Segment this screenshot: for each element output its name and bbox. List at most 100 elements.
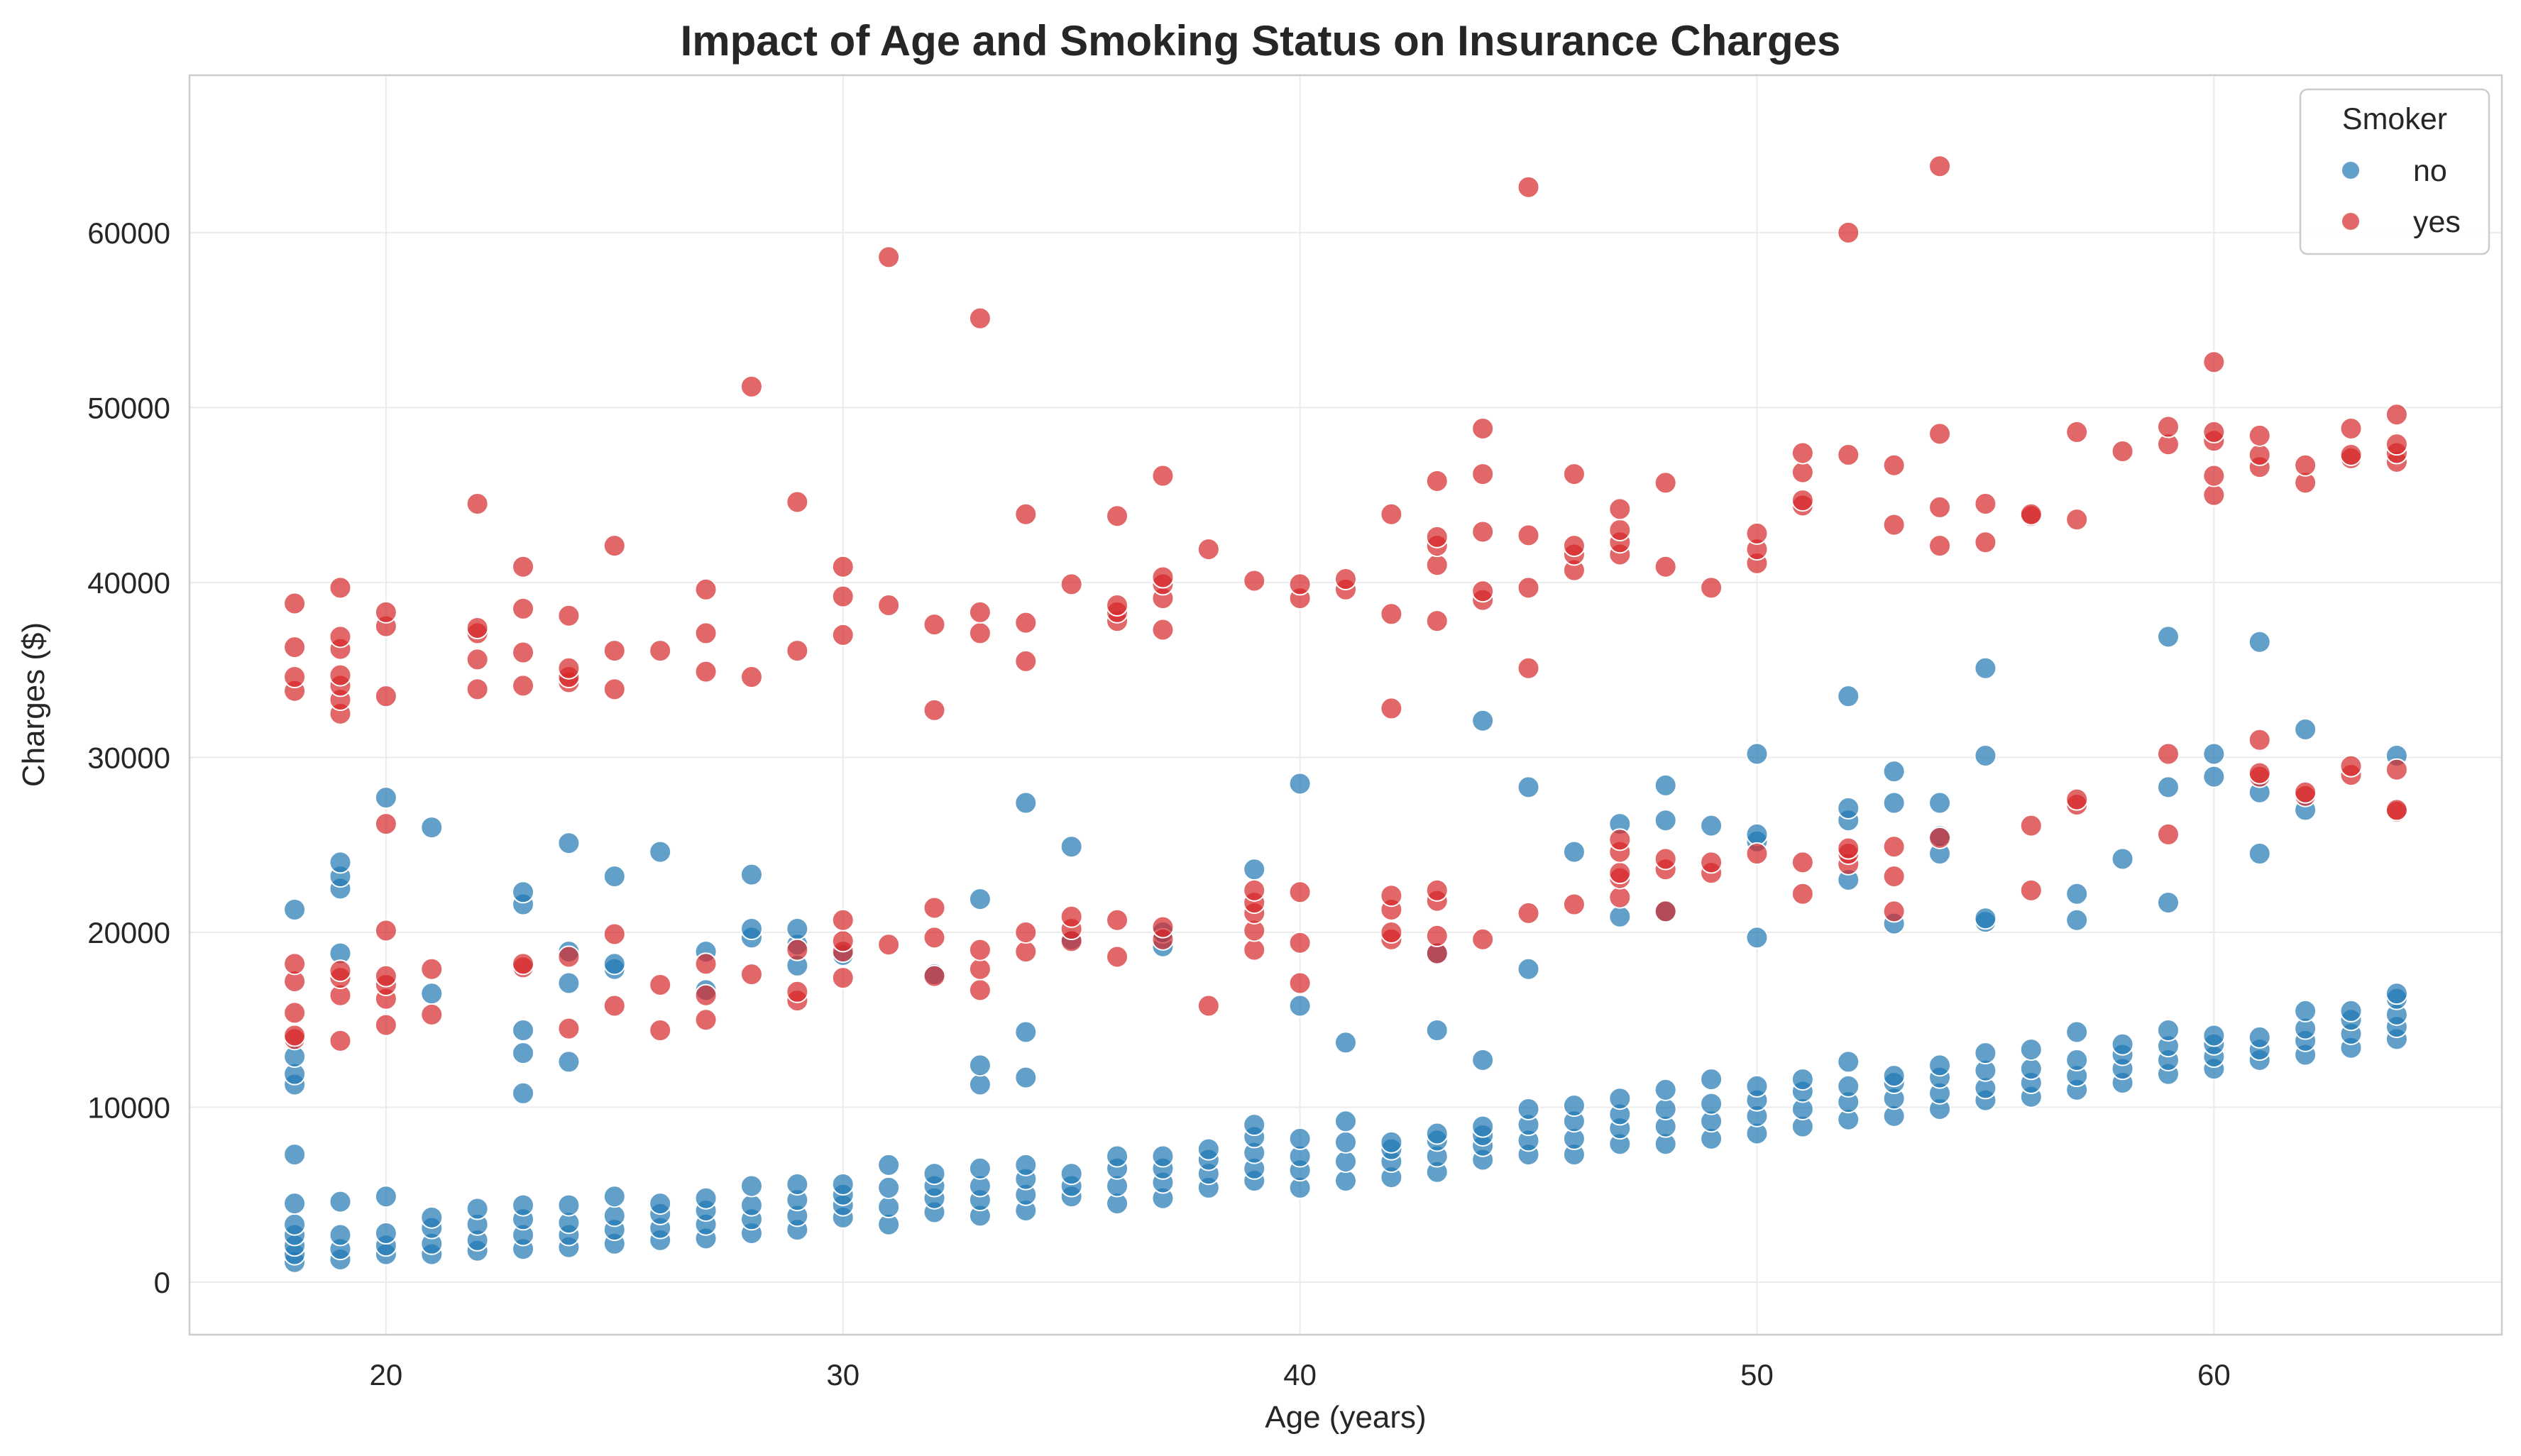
data-point — [1928, 791, 1952, 815]
data-point — [1654, 1097, 1677, 1120]
data-point — [1014, 502, 1038, 526]
data-point — [2156, 1019, 2180, 1042]
data-point — [968, 600, 992, 624]
data-point — [694, 660, 718, 683]
data-point — [2248, 761, 2271, 785]
data-point — [1654, 471, 1677, 495]
data-point — [1837, 796, 1860, 820]
data-point — [1654, 847, 1677, 871]
data-point — [1106, 1145, 1129, 1168]
data-point — [923, 613, 946, 636]
data-point — [1882, 1064, 1906, 1088]
data-point — [283, 1024, 307, 1047]
data-point — [1288, 881, 1312, 904]
data-point — [968, 957, 992, 981]
data-point — [1745, 742, 1769, 766]
data-point — [1882, 513, 1906, 536]
data-point — [740, 963, 763, 986]
data-point — [2248, 424, 2271, 447]
data-point — [1151, 566, 1175, 589]
data-point — [1471, 709, 1495, 732]
data-point — [2111, 440, 2134, 463]
data-point — [877, 593, 901, 617]
data-point — [2065, 1048, 2089, 1071]
data-point — [1654, 1078, 1677, 1101]
data-point — [1014, 649, 1038, 673]
data-point — [2248, 728, 2271, 751]
data-point — [1928, 534, 1952, 558]
data-point — [603, 922, 626, 946]
data-point — [1380, 697, 1403, 720]
data-point — [420, 1206, 444, 1229]
data-point — [2019, 1057, 2043, 1081]
data-point — [2202, 351, 2226, 374]
data-point — [1243, 1113, 1266, 1137]
data-point — [1106, 593, 1129, 617]
data-point — [1882, 865, 1906, 888]
data-point — [831, 930, 855, 953]
data-point — [1654, 555, 1677, 578]
data-point — [1837, 221, 1860, 244]
data-point — [603, 639, 626, 663]
data-point — [603, 1204, 626, 1228]
data-point — [1928, 826, 1952, 849]
data-point — [557, 1050, 581, 1074]
data-point — [831, 555, 855, 578]
data-point — [1425, 1122, 1449, 1145]
series-yes — [283, 155, 2408, 1052]
data-point — [1882, 835, 1906, 859]
data-point — [968, 1054, 992, 1077]
data-point — [466, 678, 489, 701]
data-point — [1243, 858, 1266, 881]
data-point — [694, 1186, 718, 1210]
data-point — [1517, 901, 1540, 925]
x-tick-label: 30 — [826, 1358, 859, 1391]
data-point — [374, 1185, 397, 1208]
data-point — [283, 1192, 307, 1215]
chart-title: Impact of Age and Smoking Status on Insu… — [681, 17, 1841, 65]
data-point — [374, 919, 397, 942]
data-point — [2065, 788, 2089, 811]
data-point — [603, 534, 626, 558]
legend-label-no: no — [2413, 154, 2447, 188]
data-point — [1014, 1020, 1038, 1044]
legend: Smoker no yes — [2299, 88, 2490, 255]
data-point — [1288, 772, 1312, 795]
data-point — [2248, 630, 2271, 653]
data-point — [968, 1073, 992, 1096]
data-point — [649, 639, 672, 663]
data-point — [1608, 828, 1632, 851]
data-point — [512, 881, 535, 904]
data-point — [1562, 893, 1586, 916]
data-point — [329, 1190, 352, 1213]
y-tick-label: 20000 — [87, 916, 170, 949]
data-point — [2248, 1025, 2271, 1049]
data-point — [603, 1185, 626, 1208]
data-point — [512, 952, 535, 976]
data-point — [557, 656, 581, 680]
data-point — [1471, 520, 1495, 544]
data-point — [1562, 1094, 1586, 1118]
data-point — [786, 938, 809, 961]
data-point — [420, 982, 444, 1005]
data-point — [1151, 1145, 1175, 1168]
data-point — [968, 978, 992, 1002]
data-point — [968, 307, 992, 330]
data-point — [1471, 463, 1495, 486]
data-point — [1060, 905, 1083, 928]
data-point — [1197, 1137, 1220, 1161]
plot-area-frame — [188, 74, 2503, 1336]
legend-marker-yes — [2341, 211, 2361, 231]
data-point — [1974, 492, 1997, 515]
data-point — [2019, 814, 2043, 837]
x-axis-ticks: 20 30 40 50 60 — [370, 1358, 2231, 1391]
data-point — [1654, 773, 1677, 797]
data-point — [420, 816, 444, 839]
x-tick-label: 40 — [1283, 1358, 1317, 1391]
data-point — [329, 1029, 352, 1052]
data-point — [2156, 891, 2180, 915]
data-point — [1837, 685, 1860, 708]
legend-label-yes: yes — [2413, 205, 2461, 239]
